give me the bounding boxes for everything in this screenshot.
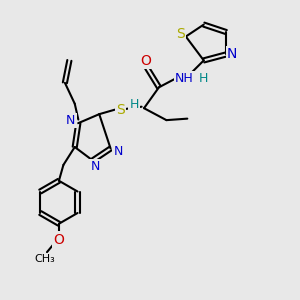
Text: H: H [130, 98, 139, 111]
Text: N: N [113, 145, 123, 158]
Text: N: N [227, 47, 237, 61]
Text: S: S [176, 26, 185, 40]
Text: S: S [116, 103, 124, 117]
Text: O: O [53, 232, 64, 247]
Text: O: O [140, 54, 151, 68]
Text: CH₃: CH₃ [34, 254, 55, 264]
Text: NH: NH [175, 72, 194, 85]
Text: N: N [90, 160, 100, 173]
Text: N: N [66, 114, 76, 127]
Text: H: H [199, 72, 208, 85]
